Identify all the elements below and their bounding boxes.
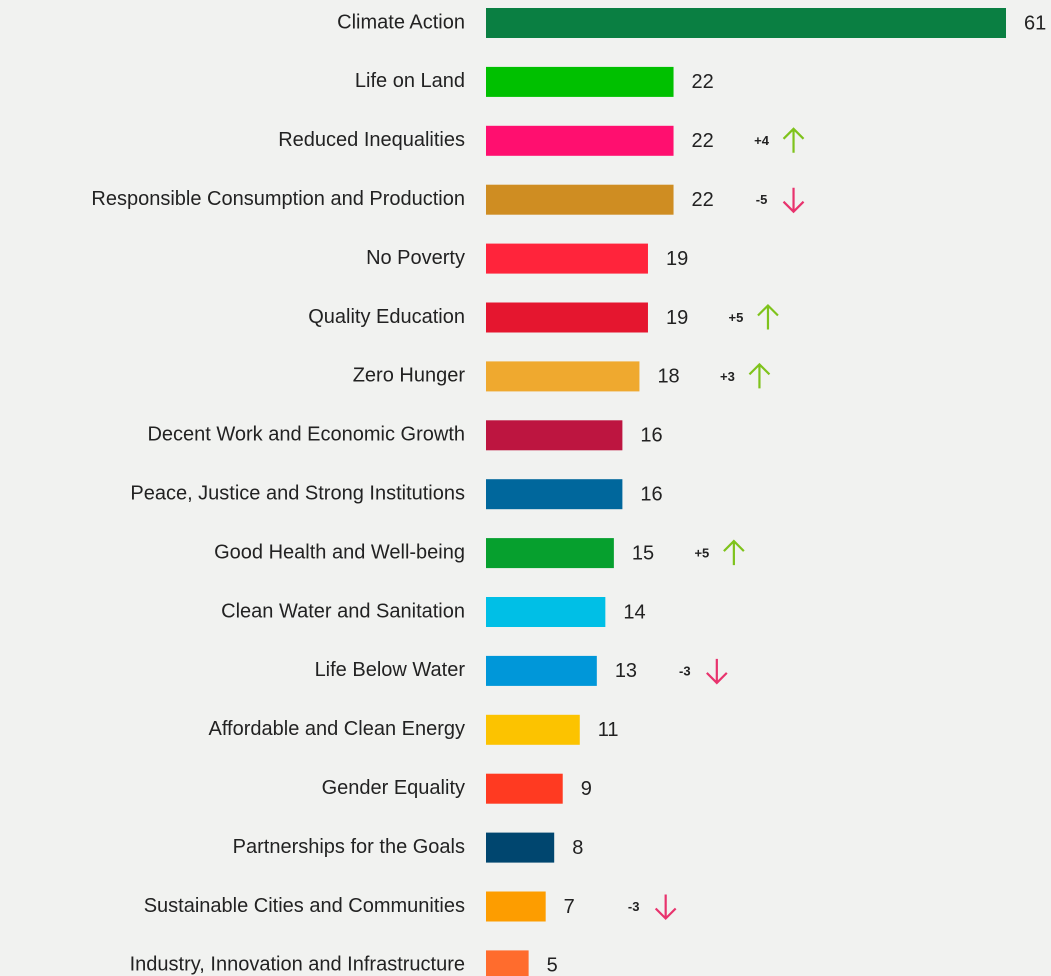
value-label: 7 xyxy=(564,896,575,918)
category-label: Zero Hunger xyxy=(353,365,466,387)
value-label: 19 xyxy=(666,307,688,329)
value-label: 16 xyxy=(640,483,662,505)
bar xyxy=(486,184,674,215)
category-label: Industry, Innovation and Infrastructure xyxy=(130,954,465,976)
category-label: Peace, Justice and Strong Institutions xyxy=(130,482,465,504)
value-label: 22 xyxy=(692,130,714,152)
bar xyxy=(486,243,648,274)
change-label: -3 xyxy=(679,663,691,678)
bar xyxy=(486,8,1006,38)
change-arrow xyxy=(748,362,771,389)
category-label: Climate Action xyxy=(337,11,465,33)
change-arrow xyxy=(706,658,728,685)
category-label: Quality Education xyxy=(308,306,465,328)
change-arrow xyxy=(757,303,779,330)
category-label: Good Health and Well-being xyxy=(214,541,465,563)
value-label: 22 xyxy=(692,189,714,211)
value-label: 9 xyxy=(581,778,592,800)
category-label: Life on Land xyxy=(355,70,465,92)
bar xyxy=(486,479,623,510)
value-label: 5 xyxy=(547,955,558,976)
bar xyxy=(486,302,648,333)
bar xyxy=(486,361,640,392)
bar xyxy=(486,950,529,976)
value-label: 61 xyxy=(1024,12,1046,34)
change-label: +5 xyxy=(694,546,709,561)
value-label: 22 xyxy=(692,71,714,93)
value-label: 13 xyxy=(615,660,637,682)
bar xyxy=(486,125,674,156)
category-label: Clean Water and Sanitation xyxy=(221,600,465,622)
bar xyxy=(486,891,546,922)
bar xyxy=(486,773,563,804)
value-label: 8 xyxy=(572,837,583,859)
change-arrow xyxy=(782,127,805,153)
change-label: +4 xyxy=(754,133,770,148)
change-label: +5 xyxy=(729,310,744,325)
change-label: +3 xyxy=(720,369,735,384)
bar xyxy=(486,597,606,627)
change-arrow xyxy=(782,187,805,214)
category-label: Decent Work and Economic Growth xyxy=(147,424,465,446)
bar xyxy=(486,538,614,569)
value-label: 11 xyxy=(598,719,619,741)
category-label: Sustainable Cities and Communities xyxy=(144,895,465,917)
change-label: -5 xyxy=(756,192,768,207)
category-label: Gender Equality xyxy=(322,777,465,799)
category-label: Responsible Consumption and Production xyxy=(91,188,465,210)
value-label: 16 xyxy=(640,425,662,447)
category-label: Reduced Inequalities xyxy=(278,129,465,151)
bar xyxy=(486,66,674,97)
category-label: Affordable and Clean Energy xyxy=(209,718,465,740)
value-label: 15 xyxy=(632,542,654,564)
bar xyxy=(486,832,555,863)
bar xyxy=(486,655,597,686)
category-label: Partnerships for the Goals xyxy=(233,836,465,858)
category-label: No Poverty xyxy=(366,247,465,269)
change-arrow xyxy=(654,894,677,921)
value-label: 14 xyxy=(623,601,645,623)
value-label: 18 xyxy=(657,366,679,388)
value-label: 19 xyxy=(666,248,688,270)
change-label: -3 xyxy=(628,899,640,914)
change-arrow xyxy=(723,539,745,566)
bar xyxy=(486,420,623,451)
bar xyxy=(486,714,580,745)
category-label: Life Below Water xyxy=(315,659,466,681)
